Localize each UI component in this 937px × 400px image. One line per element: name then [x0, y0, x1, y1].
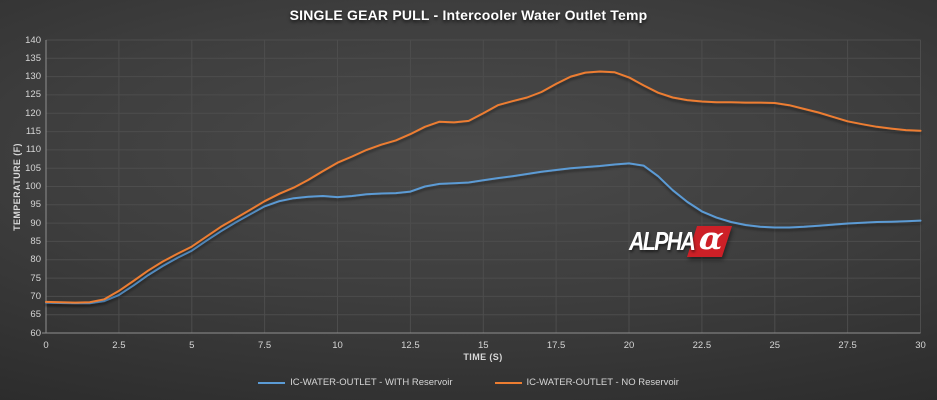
y-tick-label: 110	[25, 144, 41, 156]
x-tick-label: 0	[43, 340, 49, 351]
x-tick-label: 10	[332, 340, 343, 351]
x-tick-label: 5	[189, 340, 195, 351]
x-tick-label: 7.5	[257, 340, 272, 351]
x-axis-title: TIME (S)	[463, 352, 503, 362]
legend-item: IC-WATER-OUTLET - WITH Reservoir	[258, 377, 453, 388]
y-tick-label: 85	[30, 235, 41, 247]
y-tick-label: 125	[25, 89, 41, 101]
x-tick-label: 30	[915, 340, 926, 351]
series-line-no-reservoir	[45, 70, 922, 304]
x-tick-label: 17.5	[546, 340, 566, 351]
alpha-logo-text: ALPHA	[629, 226, 696, 256]
x-tick-label: 15	[478, 340, 489, 351]
y-tick-label: 95	[30, 199, 41, 211]
x-tick-label: 25	[769, 340, 781, 351]
alpha-symbol-icon: α	[697, 221, 726, 257]
y-tick-label: 135	[25, 52, 41, 64]
chart-title: SINGLE GEAR PULL - Intercooler Water Out…	[289, 7, 648, 23]
y-tick-label: 70	[30, 290, 41, 302]
y-tick-label: 75	[30, 272, 41, 284]
y-tick-label: 120	[25, 107, 41, 119]
legend-line-swatch	[258, 381, 286, 384]
x-tick-label: 27.5	[838, 340, 857, 351]
series-line-with-reservoir	[45, 162, 922, 305]
y-tick-label: 130	[25, 71, 41, 83]
legend-line-swatch	[494, 381, 522, 384]
y-tick-label: 60	[30, 327, 41, 339]
y-tick-label: 65	[30, 309, 41, 321]
legend-label: IC-WATER-OUTLET - NO Reservoir	[526, 377, 679, 388]
legend-item: IC-WATER-OUTLET - NO Reservoir	[494, 377, 679, 388]
alpha-logo: α ALPHA	[629, 221, 733, 259]
legend: IC-WATER-OUTLET - WITH Reservoir IC-WATER…	[0, 377, 937, 388]
x-tick-label: 2.5	[112, 340, 126, 351]
x-tick-label: 22.5	[692, 340, 712, 351]
y-tick-label: 140	[25, 34, 41, 46]
x-tick-label: 20	[623, 340, 635, 351]
y-tick-label: 100	[25, 181, 41, 192]
y-tick-label: 90	[30, 217, 41, 229]
legend-label: IC-WATER-OUTLET - WITH Reservoir	[290, 377, 453, 388]
y-tick-label: 80	[30, 254, 41, 266]
y-tick-label: 115	[25, 126, 41, 138]
x-tick-label: 12.5	[401, 340, 420, 351]
y-tick-label: 105	[25, 162, 41, 174]
